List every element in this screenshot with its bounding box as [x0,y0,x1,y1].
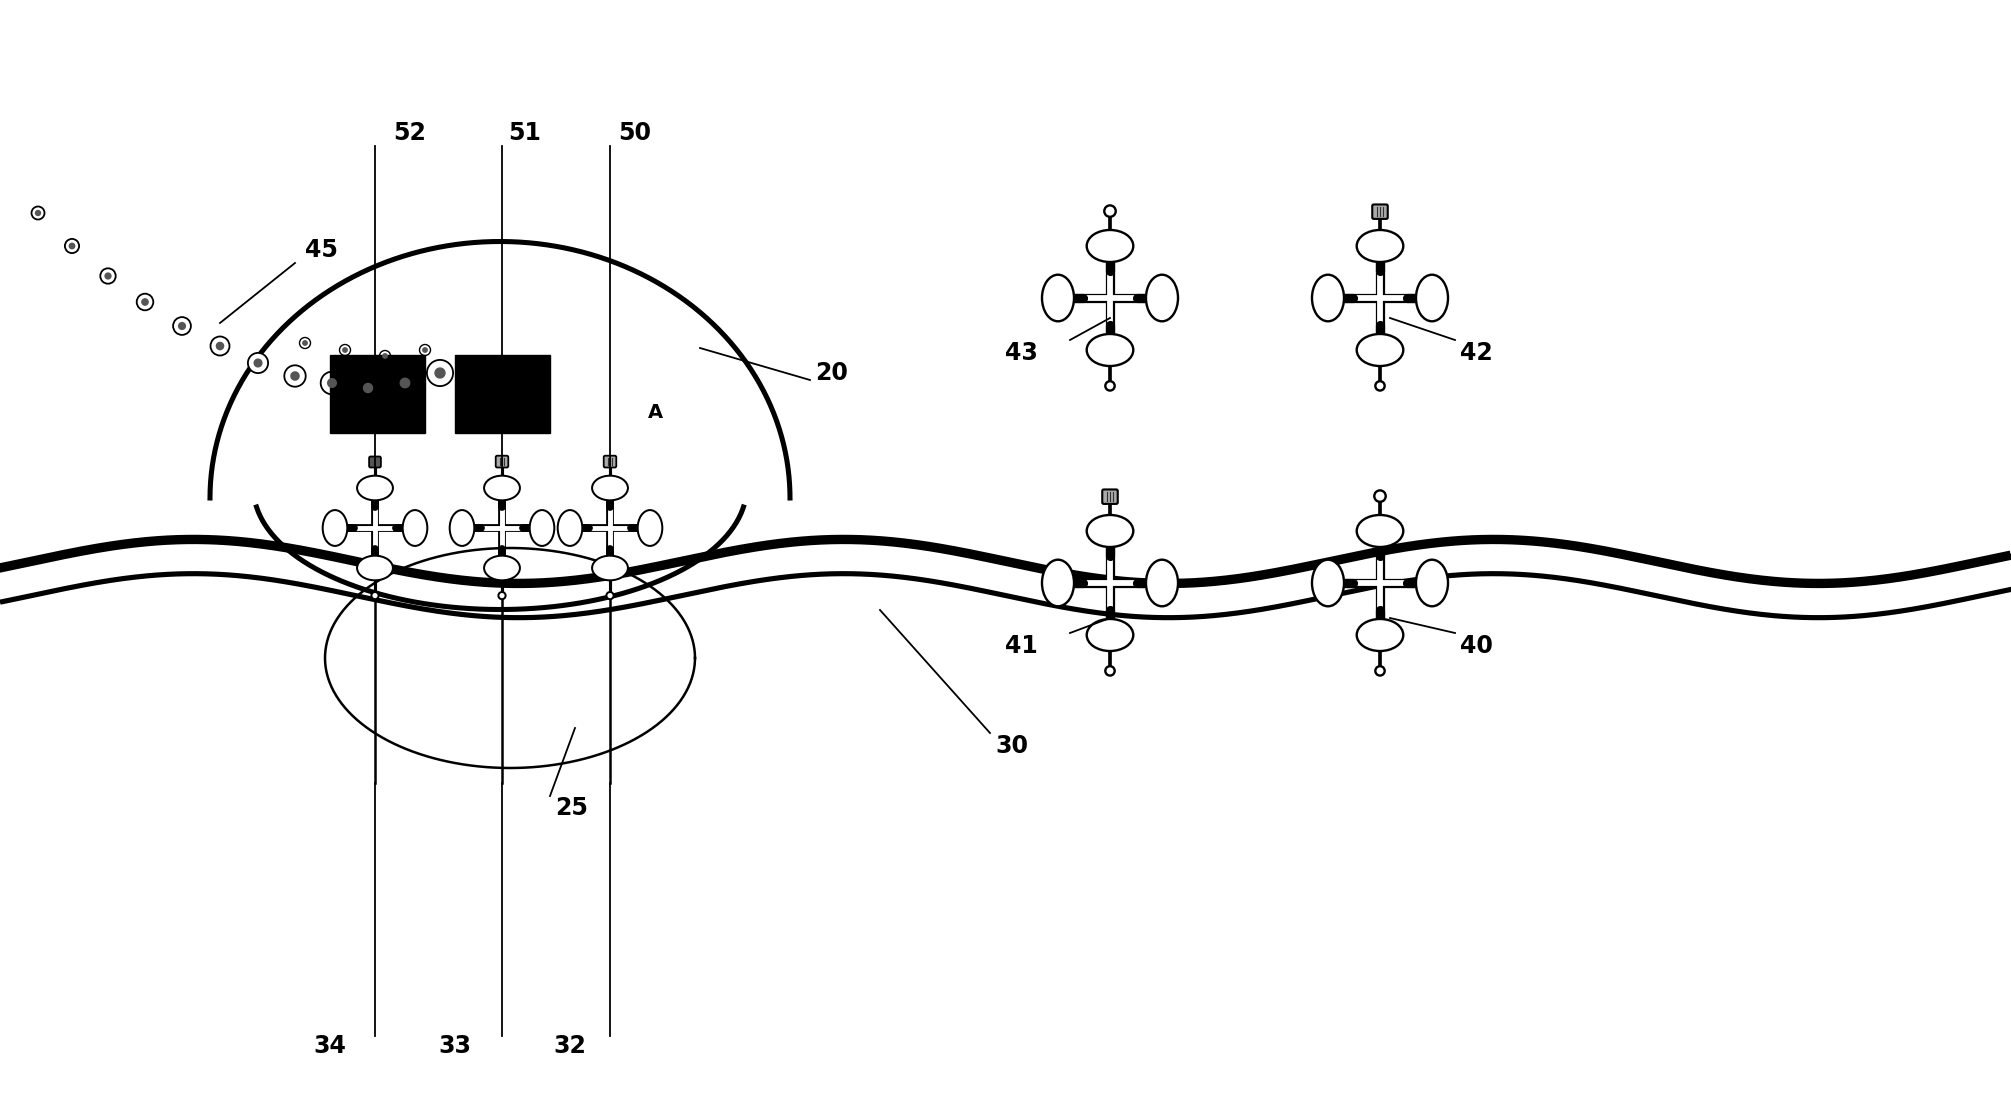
Text: 33: 33 [438,1034,471,1058]
Text: 51: 51 [509,121,541,145]
Ellipse shape [1311,275,1343,321]
Ellipse shape [485,556,521,580]
Ellipse shape [1042,275,1074,321]
Circle shape [328,379,336,387]
Circle shape [247,353,267,373]
Circle shape [253,359,261,367]
Ellipse shape [1416,275,1448,321]
Text: 25: 25 [555,796,587,819]
Ellipse shape [402,510,426,546]
Ellipse shape [591,556,627,580]
FancyBboxPatch shape [1372,205,1388,219]
Circle shape [1106,666,1114,675]
Circle shape [36,210,40,216]
Ellipse shape [358,475,392,501]
Circle shape [607,593,613,599]
Ellipse shape [1086,619,1134,651]
Circle shape [211,337,229,356]
Ellipse shape [1357,334,1404,366]
Circle shape [400,378,410,388]
Ellipse shape [1042,560,1074,606]
Circle shape [173,318,191,335]
Circle shape [422,348,426,352]
FancyBboxPatch shape [370,456,380,467]
Text: 20: 20 [814,361,849,385]
Ellipse shape [591,475,627,501]
Bar [330,356,424,433]
Circle shape [499,593,505,599]
Ellipse shape [1146,560,1178,606]
Ellipse shape [1086,230,1134,262]
Text: 34: 34 [314,1034,346,1058]
Circle shape [143,299,149,305]
Circle shape [1376,381,1386,390]
Circle shape [364,383,372,392]
Ellipse shape [450,510,475,546]
Circle shape [300,338,310,349]
Circle shape [179,323,185,330]
Text: 41: 41 [1006,634,1038,659]
Text: 42: 42 [1460,341,1492,364]
Ellipse shape [1086,515,1134,547]
Circle shape [1106,381,1114,390]
Ellipse shape [637,510,662,546]
Circle shape [380,351,390,361]
Text: 43: 43 [1006,341,1038,364]
Text: 32: 32 [553,1034,587,1058]
Ellipse shape [1357,619,1404,651]
Circle shape [356,376,380,400]
Circle shape [292,372,300,380]
Circle shape [32,207,44,219]
Circle shape [340,344,350,356]
Ellipse shape [1416,560,1448,606]
Ellipse shape [1086,334,1134,366]
Ellipse shape [1357,230,1404,262]
Ellipse shape [358,556,392,580]
Circle shape [1376,666,1386,675]
Ellipse shape [322,510,348,546]
Bar [454,356,549,433]
Circle shape [426,360,452,386]
Circle shape [392,370,418,396]
Circle shape [420,344,430,356]
Text: 30: 30 [995,735,1028,758]
Circle shape [342,348,348,352]
Circle shape [382,353,388,358]
Text: 40: 40 [1460,634,1492,659]
Circle shape [284,366,306,387]
Ellipse shape [1146,275,1178,321]
Circle shape [320,371,344,395]
Circle shape [372,593,378,599]
FancyBboxPatch shape [495,456,509,467]
Circle shape [64,239,78,253]
Circle shape [137,294,153,311]
Circle shape [105,273,111,278]
Circle shape [434,368,444,378]
Text: 50: 50 [619,121,652,145]
FancyBboxPatch shape [1102,490,1118,504]
Text: A: A [648,404,662,423]
Text: 52: 52 [394,121,426,145]
Ellipse shape [557,510,583,546]
Ellipse shape [1357,515,1404,547]
Text: 45: 45 [306,238,338,262]
Ellipse shape [529,510,555,546]
Ellipse shape [1311,560,1343,606]
Circle shape [1374,491,1386,502]
Ellipse shape [485,475,521,501]
Circle shape [1104,206,1116,217]
Circle shape [68,244,74,248]
Circle shape [101,268,117,284]
FancyBboxPatch shape [603,456,615,467]
Circle shape [217,342,223,350]
Circle shape [304,341,308,345]
